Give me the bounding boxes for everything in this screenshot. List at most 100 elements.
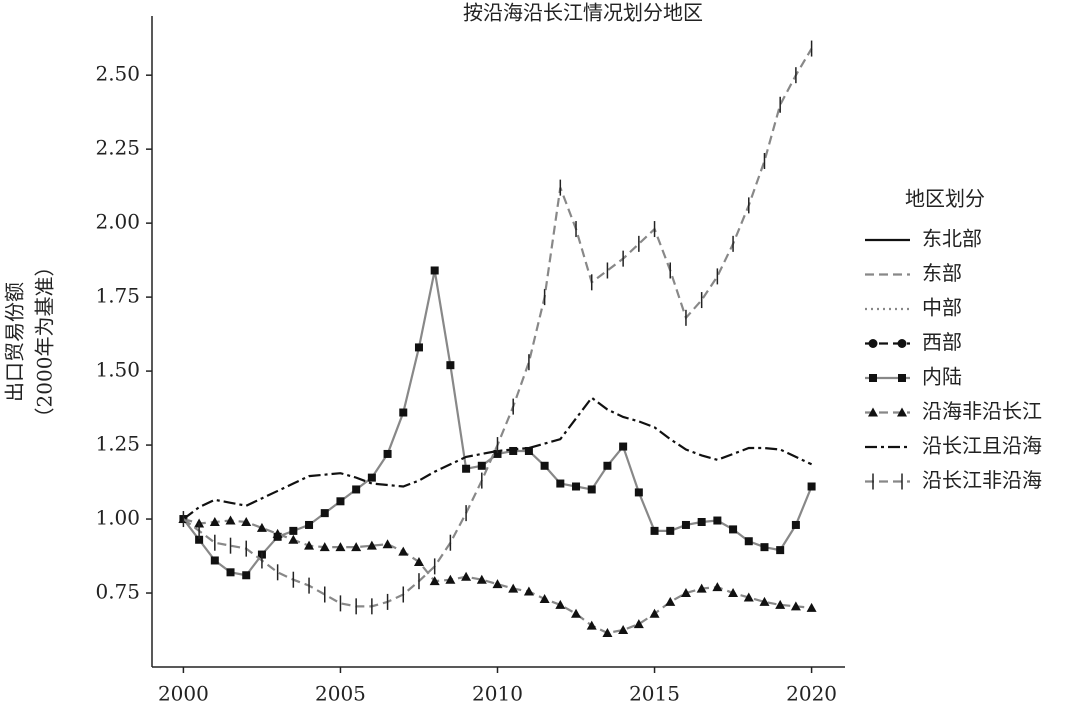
legend-label: 中部 <box>922 296 962 320</box>
y-axis-label: 出口贸易份额 <box>3 282 27 402</box>
marker <box>509 446 518 455</box>
marker <box>869 374 877 382</box>
marker <box>430 266 439 275</box>
marker <box>790 601 801 611</box>
marker <box>681 520 690 529</box>
marker <box>868 407 878 417</box>
legend-label: 西部 <box>922 330 962 354</box>
marker <box>477 461 486 470</box>
x-tick-label: 2020 <box>786 682 837 706</box>
marker <box>272 528 283 538</box>
marker <box>897 407 907 417</box>
marker <box>602 627 613 637</box>
marker <box>305 520 314 529</box>
marker <box>367 473 376 482</box>
marker <box>743 592 754 602</box>
marker <box>760 543 769 552</box>
series-line <box>183 517 812 635</box>
marker <box>587 485 596 494</box>
marker <box>352 485 361 494</box>
marker <box>493 449 502 458</box>
marker <box>304 540 315 550</box>
y-tick-label: 1.50 <box>95 358 140 382</box>
marker <box>320 509 329 518</box>
legend-label: 沿长江非沿海 <box>922 468 1042 492</box>
marker <box>195 535 204 544</box>
marker <box>696 583 707 593</box>
marker <box>556 479 565 488</box>
marker <box>413 556 424 566</box>
marker <box>571 608 582 618</box>
marker <box>697 518 706 527</box>
marker <box>555 599 566 609</box>
marker <box>807 482 816 491</box>
marker <box>759 596 770 606</box>
marker <box>210 556 219 565</box>
marker <box>492 579 503 589</box>
marker <box>791 520 800 529</box>
marker <box>712 582 723 592</box>
marker <box>649 608 660 618</box>
x-tick-label: 2005 <box>315 682 366 706</box>
marker <box>650 526 659 535</box>
marker <box>729 525 738 534</box>
marker <box>806 602 817 612</box>
marker <box>242 571 251 580</box>
x-tick-label: 2010 <box>472 682 523 706</box>
legend-label: 东北部 <box>922 227 982 251</box>
y-axis-label: （2000年为基准） <box>33 257 57 428</box>
marker <box>680 588 691 598</box>
marker <box>289 526 298 535</box>
marker <box>288 534 299 544</box>
y-tick-label: 1.25 <box>95 432 140 456</box>
marker <box>897 339 907 348</box>
legend-label: 内陆 <box>922 365 962 389</box>
marker <box>461 571 472 581</box>
marker <box>335 542 346 552</box>
marker <box>399 408 408 417</box>
marker <box>618 625 629 635</box>
y-tick-label: 1.75 <box>95 284 140 308</box>
marker <box>603 461 612 470</box>
marker <box>398 546 409 556</box>
marker <box>256 522 267 532</box>
marker <box>226 568 235 577</box>
marker <box>775 599 786 609</box>
marker <box>572 482 581 491</box>
y-tick-label: 0.75 <box>95 580 140 604</box>
marker <box>665 596 676 606</box>
marker <box>898 374 906 382</box>
marker <box>539 593 550 603</box>
marker <box>540 461 549 470</box>
marker <box>476 574 487 584</box>
legend-label: 沿海非沿长江 <box>922 399 1042 423</box>
y-tick-label: 2.00 <box>95 210 140 234</box>
marker <box>383 449 392 458</box>
marker <box>619 442 628 451</box>
marker <box>713 516 722 525</box>
marker <box>336 497 345 506</box>
marker <box>209 517 220 527</box>
marker <box>429 576 440 586</box>
legend-label: 沿长江且沿海 <box>922 434 1042 458</box>
marker <box>666 526 675 535</box>
marker <box>414 343 423 352</box>
marker <box>508 583 519 593</box>
marker <box>524 446 533 455</box>
x-tick-label: 2000 <box>158 682 209 706</box>
marker <box>776 546 785 555</box>
y-tick-label: 2.50 <box>95 62 140 86</box>
marker <box>634 488 643 497</box>
marker <box>445 574 456 584</box>
chart-title: 按沿海沿长江情况划分地区 <box>463 1 703 25</box>
legend-label: 东部 <box>922 261 962 285</box>
marker <box>728 588 739 598</box>
marker <box>633 619 644 629</box>
marker <box>446 361 455 370</box>
series-line <box>182 396 813 520</box>
marker <box>523 586 534 596</box>
marker <box>366 540 377 550</box>
legend-title: 地区划分 <box>905 187 985 211</box>
marker <box>382 539 393 549</box>
